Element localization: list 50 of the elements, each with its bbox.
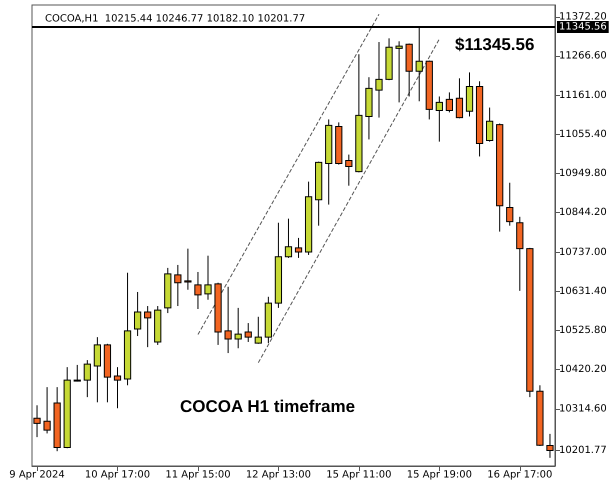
candlestick xyxy=(224,286,232,354)
candlestick xyxy=(375,42,383,118)
candlestick xyxy=(294,237,302,258)
candlestick xyxy=(134,291,142,337)
candlestick xyxy=(446,92,454,113)
candlestick xyxy=(114,366,122,409)
candlestick xyxy=(74,364,81,382)
candlestick xyxy=(184,248,192,290)
y-tick-label: 11372.20 xyxy=(559,12,607,23)
candlestick xyxy=(254,316,262,344)
candlestick xyxy=(144,306,152,348)
x-tick-label: 11 Apr 15:00 xyxy=(165,470,231,480)
candlestick xyxy=(486,107,494,142)
y-tick-label: 10525.80 xyxy=(559,325,607,336)
y-tick-label: 11266.60 xyxy=(559,50,607,62)
candlestick xyxy=(436,96,443,142)
y-tick-label: 11055.40 xyxy=(559,128,607,140)
x-tick-label: 16 Apr 17:00 xyxy=(487,470,552,480)
x-tick-label: 15 Apr 11:00 xyxy=(326,470,392,480)
candlestick xyxy=(84,360,91,398)
annotation: COCOA H1 timeframe xyxy=(180,397,356,416)
y-tick-label: 10631.40 xyxy=(559,286,607,297)
candlestick xyxy=(546,433,554,458)
candlestick xyxy=(345,154,352,186)
candlestick xyxy=(244,322,252,342)
candlestick xyxy=(33,404,41,438)
annotation: $11345.56 xyxy=(455,35,534,54)
x-tick-label: 15 Apr 19:00 xyxy=(406,470,472,480)
y-tick-label: 11161.00 xyxy=(559,90,607,101)
y-tick-label: 10949.80 xyxy=(559,168,607,180)
x-tick-label: 9 Apr 2024 xyxy=(9,470,65,480)
x-tick-label: 12 Apr 13:00 xyxy=(246,470,312,480)
y-tick-label: 10314.60 xyxy=(559,403,607,414)
candlestick xyxy=(94,336,101,403)
y-tick-label: 10420.20 xyxy=(559,364,607,376)
candlestick xyxy=(284,218,292,258)
candlestick xyxy=(506,182,514,226)
y-tick-label: 10201.77 xyxy=(559,445,607,456)
y-tick-label: 10844.20 xyxy=(559,207,607,218)
candlestick xyxy=(395,40,403,103)
candlestick xyxy=(43,386,51,434)
candlestick xyxy=(234,307,242,349)
y-tick-label: 10737.00 xyxy=(559,246,607,258)
candlestick xyxy=(194,271,202,310)
candlestick xyxy=(456,78,464,119)
candlestick xyxy=(204,255,212,300)
candlestick xyxy=(174,264,182,307)
text: COCOA,H1 10215.44 10246.77 10182.10 10201.77 xyxy=(45,14,306,24)
x-tick-label: 10 Apr 17:00 xyxy=(84,470,150,480)
ref-line-label: 11345.56 xyxy=(559,22,607,33)
